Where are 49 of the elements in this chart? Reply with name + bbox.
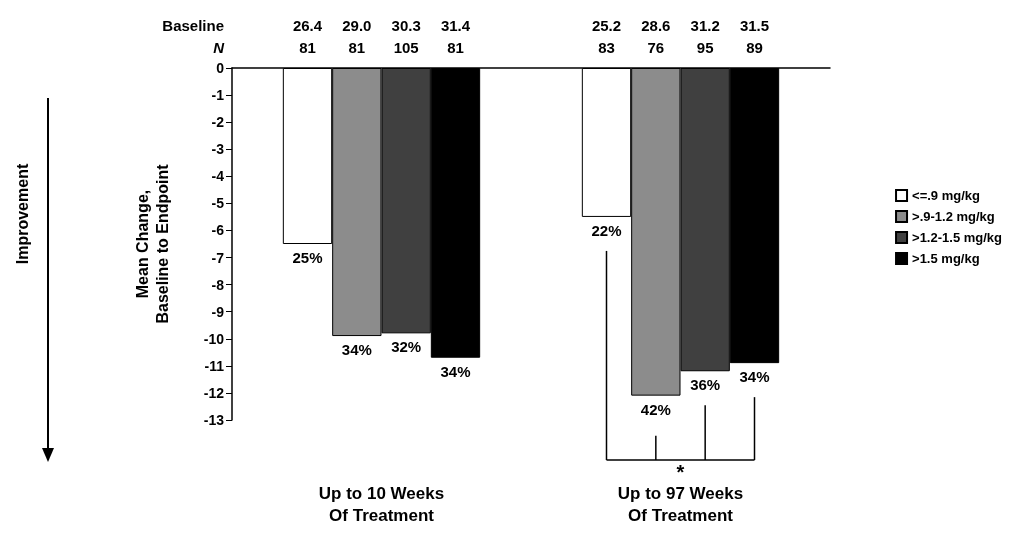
text: 95 [696,39,714,56]
y-tick-label: -6 [211,222,225,239]
x-tick-label: Up to 97 Weeks Of Treatment [617,483,744,525]
text: Improvement [13,163,31,265]
legend-label: >1.5 mg/kg [912,251,980,266]
y-tick-label: -1 [211,87,225,104]
text: 76 [647,39,665,56]
text: 89 [746,39,763,56]
text: * [676,461,685,483]
y-tick-label: -12 [203,384,225,401]
text: 31.5 [739,17,770,34]
text: N [213,39,226,56]
annotation: 22% [591,221,622,239]
x-tick-label: Up to 10 Weeks Of Treatment [318,483,445,525]
text: 30.3 [391,17,421,34]
annotation: 36% [690,376,721,394]
text: 83 [598,39,615,56]
text: 105 [393,39,419,56]
y-tick-label: 0 [216,60,225,76]
y-tick-label: -7 [211,249,225,266]
y-tick-label: -13 [203,412,225,428]
annotation: 34% [440,362,471,380]
annotation: 25% [292,249,323,266]
annotation: 32% [391,338,422,356]
y-tick-label: -11 [204,357,225,374]
legend-label: <=.9 mg/kg [912,188,981,203]
text: 81 [348,39,366,56]
text: 31.4 [440,17,471,34]
text: 29.0 [342,17,372,34]
y-tick-label: -5 [211,195,225,212]
text: 25.2 [591,17,622,34]
y-axis-title: Mean Change, Baseline to Endpoint [133,163,171,324]
text: Baseline [162,17,224,34]
y-tick-label: -9 [211,303,225,320]
text: 31.2 [690,17,720,34]
y-tick-label: -8 [211,276,225,293]
text: 81 [299,39,316,56]
y-tick-label: -2 [211,114,225,131]
annotation: 34% [341,341,372,359]
legend-label: >.9-1.2 mg/kg [912,209,995,224]
text: 26.4 [292,17,323,34]
y-tick-label: -10 [203,330,225,347]
legend-label: >1.2-1.5 mg/kg [912,230,1003,245]
annotation: 42% [640,400,671,418]
text: 81 [447,39,464,56]
y-tick-label: -3 [211,141,225,158]
text: 28.6 [641,17,671,34]
annotation: 34% [739,368,770,386]
y-tick-label: -4 [211,168,225,185]
